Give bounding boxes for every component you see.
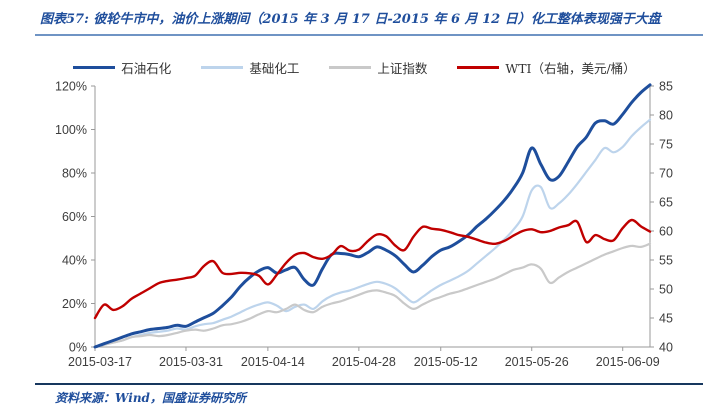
left-axis-tick-label: 80%: [62, 167, 87, 181]
x-axis-tick-label: 2015-05-26: [505, 355, 569, 369]
right-axis-tick-label: 55: [659, 254, 673, 268]
x-axis-tick-label: 2015-03-17: [68, 355, 132, 369]
x-axis-tick-label: 2015-04-14: [241, 355, 305, 369]
legend-line-swatch: [329, 66, 372, 69]
legend-item-basic-chemicals: 基础化工: [201, 58, 299, 77]
series-line-3: [93, 242, 652, 349]
legend-label: WTI（右轴，美元/桶）: [505, 61, 636, 76]
left-axis-tick-label: 60%: [62, 210, 87, 224]
right-axis-tick-label: 85: [659, 80, 673, 94]
x-axis-tick-label: 2015-06-09: [596, 355, 660, 369]
legend-item-shanghai-index: 上证指数: [329, 58, 427, 77]
x-axis-tick-label: 2015-03-31: [159, 355, 223, 369]
legend-item-wti: WTI（右轴，美元/桶）: [457, 58, 636, 77]
left-axis-tick-label: 0%: [69, 341, 87, 355]
left-axis-tick-label: 40%: [62, 254, 87, 268]
right-axis-tick-label: 80: [659, 109, 673, 123]
left-axis-tick-label: 100%: [55, 123, 87, 137]
legend-item-petrochemical: 石油石化: [73, 58, 171, 77]
chart-legend: 石油石化 基础化工 上证指数 WTI（右轴，美元/桶）: [0, 58, 709, 77]
legend-label: 基础化工: [249, 61, 300, 76]
legend-label: 石油石化: [121, 61, 172, 76]
series-line-4: [93, 218, 652, 320]
right-axis-tick-label: 45: [659, 312, 673, 326]
x-axis-tick-label: 2015-04-28: [332, 355, 396, 369]
series-line-2: [93, 118, 652, 349]
axis-frame: [94, 86, 651, 348]
legend-line-swatch: [73, 66, 116, 69]
legend-label: 上证指数: [377, 61, 428, 76]
left-axis-tick-label: 20%: [62, 297, 87, 311]
right-axis-tick-label: 70: [659, 167, 673, 181]
right-axis-tick-label: 65: [659, 196, 673, 210]
title-divider: [35, 34, 703, 36]
x-axis-tick-label: 2015-05-12: [414, 355, 478, 369]
right-axis-tick-label: 60: [659, 225, 673, 239]
legend-line-swatch: [457, 66, 500, 69]
right-axis-tick-label: 75: [659, 138, 673, 152]
right-axis-tick-label: 50: [659, 283, 673, 297]
right-axis-tick-label: 40: [659, 341, 673, 355]
footer-divider: [35, 383, 703, 385]
source-note: 资料来源：Wind，国盛证券研究所: [55, 391, 246, 405]
series-line-1: [93, 83, 652, 349]
legend-line-swatch: [201, 66, 244, 69]
left-axis-tick-label: 120%: [55, 80, 87, 94]
figure-title: 图表57: 彼轮牛市中，油价上涨期间（2015 年 3 月 17 日-2015 …: [40, 12, 661, 27]
